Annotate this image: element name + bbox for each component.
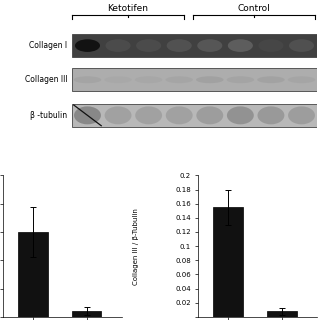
FancyBboxPatch shape [72,104,317,127]
Ellipse shape [288,76,315,83]
Ellipse shape [289,39,314,52]
Ellipse shape [258,39,284,52]
Ellipse shape [135,76,162,83]
Ellipse shape [74,106,101,124]
Ellipse shape [104,76,132,83]
Ellipse shape [257,76,285,83]
Ellipse shape [258,106,284,124]
Ellipse shape [106,39,131,52]
Ellipse shape [288,106,315,124]
Ellipse shape [197,39,222,52]
Ellipse shape [166,106,193,124]
FancyBboxPatch shape [72,68,317,91]
Text: Ketotifen: Ketotifen [107,4,148,12]
Bar [267,311,297,317]
Ellipse shape [196,106,223,124]
Ellipse shape [105,106,132,124]
Ellipse shape [165,76,193,83]
Ellipse shape [227,106,254,124]
Ellipse shape [135,106,162,124]
Ellipse shape [167,39,192,52]
Bar [18,232,48,317]
Ellipse shape [136,39,161,52]
Ellipse shape [228,39,253,52]
Ellipse shape [196,76,224,83]
Ellipse shape [227,76,254,83]
Ellipse shape [75,39,100,52]
Text: Collagen I: Collagen I [29,41,68,50]
Bar [72,311,101,317]
FancyBboxPatch shape [72,34,317,57]
Ellipse shape [74,76,101,83]
Text: Collagen III: Collagen III [25,75,68,84]
Y-axis label: Collagen III / β-Tubulin: Collagen III / β-Tubulin [133,208,139,284]
Text: Control: Control [238,4,270,12]
Text: β -tubulin: β -tubulin [30,111,68,120]
Bar [213,207,243,317]
